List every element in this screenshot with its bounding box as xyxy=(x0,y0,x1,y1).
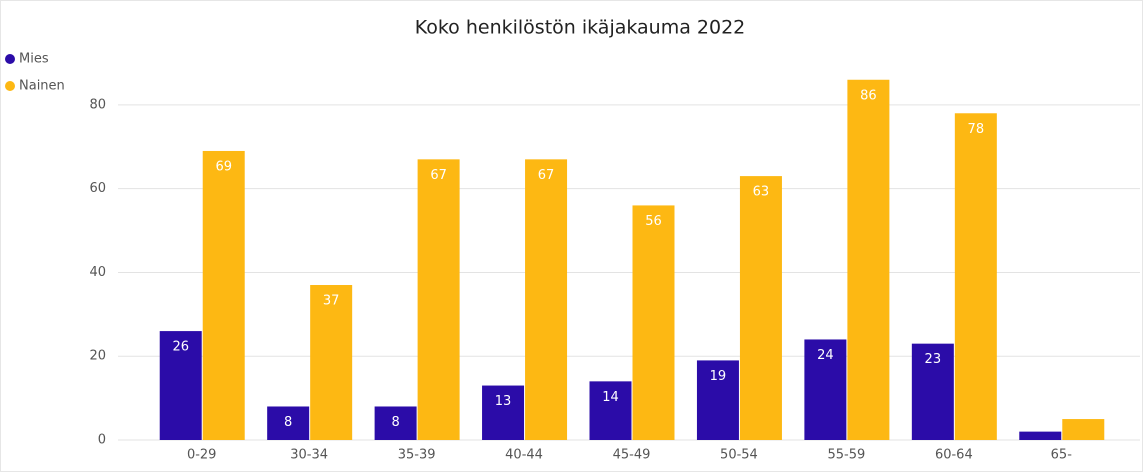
bar xyxy=(911,343,954,440)
bar xyxy=(589,381,632,440)
data-label: 13 xyxy=(495,394,512,409)
bar xyxy=(310,285,353,440)
bar xyxy=(267,406,310,440)
bar xyxy=(482,385,525,440)
bar xyxy=(374,406,417,440)
x-tick-label: 50-54 xyxy=(720,448,758,463)
data-label: 19 xyxy=(710,369,727,384)
x-tick-label: 45-49 xyxy=(613,448,651,463)
bar xyxy=(954,113,997,441)
x-tick-label: 55-59 xyxy=(827,448,865,463)
bar xyxy=(696,360,739,440)
x-tick-label: 65- xyxy=(1051,448,1073,463)
bar xyxy=(417,159,460,440)
x-tick-label: 0-29 xyxy=(187,448,217,463)
legend-label: Mies xyxy=(19,52,49,67)
x-tick-label: 35-39 xyxy=(398,448,436,463)
y-tick-label: 40 xyxy=(89,265,106,280)
x-tick-label: 40-44 xyxy=(505,448,543,463)
data-label: 8 xyxy=(284,415,292,430)
x-tick-label: 30-34 xyxy=(290,448,328,463)
legend-label: Nainen xyxy=(19,79,65,94)
data-label: 37 xyxy=(323,294,340,309)
data-label: 14 xyxy=(602,390,619,405)
x-tick-label: 60-64 xyxy=(935,448,973,463)
data-label: 67 xyxy=(430,168,447,183)
chart-title: Koko henkilöstön ikäjakauma 2022 xyxy=(415,17,746,39)
data-label: 24 xyxy=(817,348,834,363)
bar xyxy=(804,339,847,440)
data-label: 8 xyxy=(391,415,399,430)
legend-marker xyxy=(5,54,15,64)
data-label: 86 xyxy=(860,88,877,103)
data-label: 69 xyxy=(215,159,232,174)
y-tick-label: 20 xyxy=(89,349,106,364)
y-tick-label: 60 xyxy=(89,181,106,196)
y-tick-label: 80 xyxy=(89,97,106,112)
legend-marker xyxy=(5,81,15,91)
data-label: 26 xyxy=(172,340,189,355)
y-tick-label: 0 xyxy=(98,433,106,448)
bar xyxy=(1062,419,1105,440)
data-label: 63 xyxy=(753,185,770,200)
bar xyxy=(1019,431,1062,440)
bar xyxy=(739,176,782,440)
data-label: 23 xyxy=(925,352,942,367)
data-label: 78 xyxy=(968,122,985,137)
data-label: 56 xyxy=(645,214,662,229)
bar xyxy=(202,150,245,440)
data-label: 67 xyxy=(538,168,555,183)
bar xyxy=(847,79,890,440)
bar xyxy=(632,205,675,440)
bar xyxy=(525,159,568,440)
bar xyxy=(159,331,202,440)
